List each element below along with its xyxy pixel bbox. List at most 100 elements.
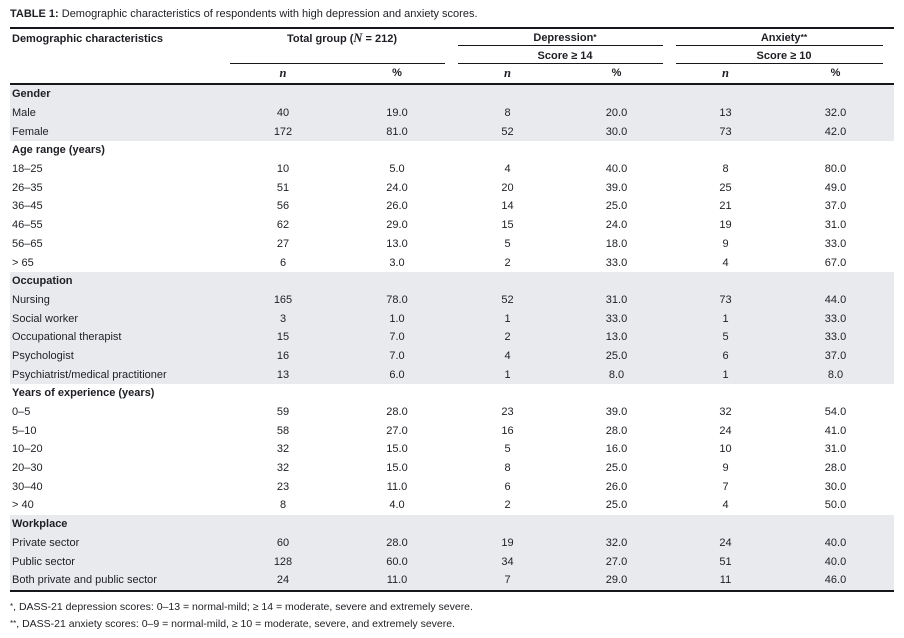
- total-group-label: Total group (N = 212): [287, 31, 397, 45]
- cell-pct: 40.0: [824, 555, 847, 568]
- cell-n: 24: [276, 574, 290, 587]
- cell-pct: 20.0: [605, 107, 628, 120]
- cell-pct: 27.0: [386, 424, 408, 437]
- col-group-anxiety: Anxiety**: [674, 29, 894, 46]
- footnote-depression: *, DASS-21 depression scores: 0–13 = nor…: [10, 600, 473, 613]
- cell-pct: 31.0: [824, 219, 847, 232]
- cell-pct: 50.0: [824, 499, 847, 512]
- section-header-row: Gender: [10, 85, 894, 104]
- cell-n: 9: [722, 237, 729, 250]
- cell-pct: 33.0: [824, 312, 847, 325]
- cell-pct: 33.0: [824, 331, 847, 344]
- table-row: Social worker 3 1.0 1 33.0 1 33.0: [10, 309, 894, 328]
- cell-pct: 24.0: [386, 181, 408, 194]
- section-label: Years of experience (years): [12, 387, 155, 400]
- cell-pct: 39.0: [605, 181, 628, 194]
- cell-pct: 30.0: [824, 480, 847, 493]
- total-group-underline: [230, 63, 445, 64]
- cell-pct: 60.0: [386, 555, 408, 568]
- cell-n: 4: [504, 349, 511, 362]
- cell-pct: 44.0: [824, 293, 847, 306]
- cell-pct: 26.0: [386, 200, 408, 213]
- table-row: > 65 6 3.0 2 33.0 4 67.0: [10, 253, 894, 272]
- cell-n: 1: [504, 312, 511, 325]
- cell-pct: 26.0: [605, 480, 628, 493]
- cell-n: 10: [719, 443, 732, 456]
- cell-pct: 5.0: [389, 163, 405, 176]
- cell-n: 52: [501, 293, 514, 306]
- cell-n: 27: [276, 237, 290, 250]
- cell-n: 2: [504, 331, 511, 344]
- cell-pct: 29.0: [386, 219, 408, 232]
- cell-n: 8: [504, 462, 511, 475]
- anxiety-score-underline: [676, 63, 883, 64]
- cell-pct: 80.0: [824, 163, 847, 176]
- table-row: 18–25 10 5.0 4 40.0 8 80.0: [10, 160, 894, 179]
- cell-n: 4: [722, 499, 729, 512]
- cell-n: 23: [276, 480, 290, 493]
- col-header-demographic-characteristics: Demographic characteristics: [12, 33, 164, 45]
- row-label: Private sector: [12, 536, 80, 549]
- cell-n: 7: [504, 574, 511, 587]
- row-label: 10–20: [12, 443, 43, 456]
- cell-n: 24: [719, 424, 732, 437]
- cell-pct: 25.0: [605, 462, 628, 475]
- cell-pct: 31.0: [605, 293, 628, 306]
- row-label: 56–65: [12, 237, 43, 250]
- row-label: Occupational therapist: [12, 331, 122, 344]
- col-header-total-n: n: [279, 66, 287, 80]
- table-title: TABLE 1: Demographic characteristics of …: [10, 6, 894, 22]
- table-row: Nursing 165 78.0 52 31.0 73 44.0: [10, 291, 894, 310]
- anxiety-label: Anxiety: [760, 32, 801, 44]
- cell-pct: 7.0: [389, 331, 405, 344]
- section-label: Gender: [12, 88, 51, 101]
- cell-n: 4: [504, 163, 511, 176]
- cell-pct: 4.0: [389, 499, 405, 512]
- cell-pct: 19.0: [386, 107, 408, 120]
- cell-pct: 25.0: [605, 349, 628, 362]
- cell-n: 15: [276, 331, 290, 344]
- cell-pct: 25.0: [605, 200, 628, 213]
- row-label: Male: [12, 107, 36, 120]
- cell-n: 32: [276, 443, 290, 456]
- depression-score-threshold: Score ≥ 14: [456, 46, 674, 64]
- cell-n: 13: [276, 368, 290, 381]
- cell-n: 5: [504, 237, 511, 250]
- cell-pct: 41.0: [824, 424, 847, 437]
- col-group-depression: Depression*: [456, 29, 674, 46]
- table-row: Psychologist 16 7.0 4 25.0 6 37.0: [10, 347, 894, 366]
- cell-n: 172: [273, 125, 293, 138]
- col-header-depression-pct: %: [611, 67, 622, 79]
- table-row: Psychiatrist/medical practitioner 13 6.0 1 8…: [10, 365, 894, 384]
- cell-n: 8: [504, 107, 511, 120]
- cell-n: 60: [276, 536, 290, 549]
- cell-pct: 11.0: [386, 574, 408, 587]
- depression-footnote-marker: *: [593, 32, 597, 42]
- table-number-label: TABLE 1:: [10, 8, 59, 20]
- depression-label: Depression: [533, 32, 594, 44]
- cell-pct: 15.0: [386, 443, 408, 456]
- cell-n: 19: [501, 536, 514, 549]
- table-body: Gender Male 40 19.0 8 20.0 13 32.0 Female 172 81.0…: [10, 85, 894, 592]
- table-row: 30–40 23 11.0 6 26.0 7 30.0: [10, 477, 894, 496]
- cell-n: 59: [276, 406, 290, 419]
- row-label: Both private and public sector: [12, 574, 157, 587]
- row-label: 5–10: [12, 424, 37, 437]
- cell-n: 6: [722, 349, 729, 362]
- cell-pct: 28.0: [386, 536, 408, 549]
- cell-pct: 42.0: [824, 125, 847, 138]
- section-label: Age range (years): [12, 144, 105, 157]
- cell-n: 73: [719, 293, 732, 306]
- cell-pct: 24.0: [605, 219, 628, 232]
- cell-n: 58: [276, 424, 290, 437]
- section-header-row: Workplace: [10, 515, 894, 534]
- table-row: Private sector 60 28.0 19 32.0 24 40.0: [10, 534, 894, 553]
- cell-pct: 37.0: [824, 349, 847, 362]
- cell-n: 15: [501, 219, 514, 232]
- table-row: 10–20 32 15.0 5 16.0 10 31.0: [10, 440, 894, 459]
- table-title-text: Demographic characteristics of responden…: [58, 8, 478, 20]
- cell-pct: 49.0: [824, 181, 847, 194]
- cell-n: 165: [273, 293, 293, 306]
- cell-pct: 31.0: [824, 443, 847, 456]
- cell-n: 1: [722, 312, 729, 325]
